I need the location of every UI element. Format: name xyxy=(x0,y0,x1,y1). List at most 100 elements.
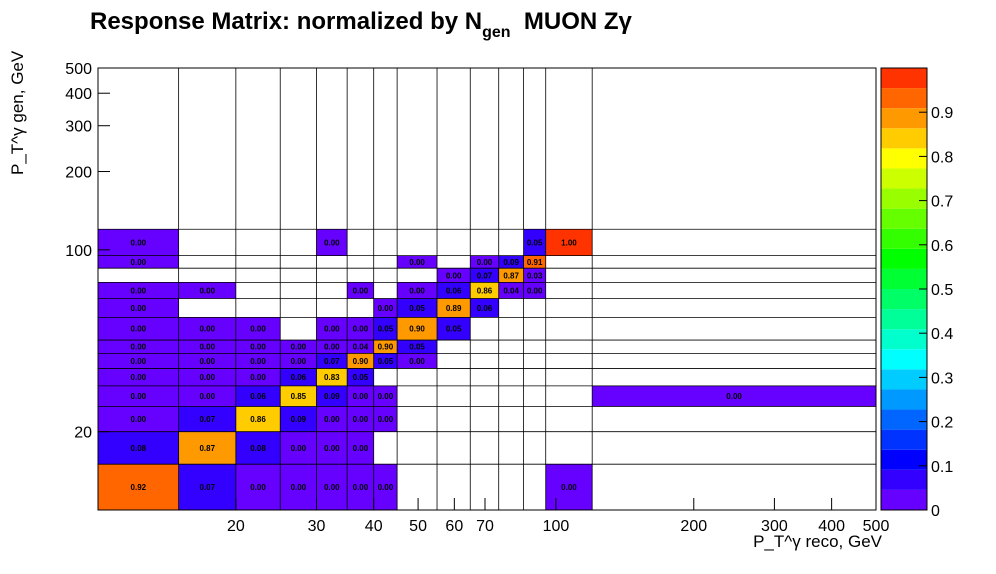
heatmap-cell xyxy=(373,298,398,318)
cell-label: 0.05 xyxy=(378,357,394,366)
heatmap-cell xyxy=(347,368,374,386)
heatmap-cell xyxy=(397,317,438,341)
cell-label: 0.00 xyxy=(131,238,147,247)
cell-label: 0.00 xyxy=(324,415,340,424)
heatmap-cell xyxy=(523,255,546,269)
heatmap-cell xyxy=(498,268,524,283)
colorbar-swatch xyxy=(881,68,927,89)
cell-label: 0.00 xyxy=(199,392,215,401)
cell-label: 0.00 xyxy=(378,483,394,492)
cell-label: 0.00 xyxy=(324,483,340,492)
chart-title: Response Matrix: normalized by Ngen MUON… xyxy=(90,8,632,41)
heatmap-cell xyxy=(280,353,317,369)
heatmap-cell xyxy=(178,340,236,354)
cell-label: 0.05 xyxy=(409,343,425,352)
cell-label: 0.00 xyxy=(378,304,394,313)
cell-label: 0.00 xyxy=(291,357,307,366)
x-tick-label: 70 xyxy=(476,518,494,535)
cell-label: 0.09 xyxy=(324,392,340,401)
heatmap-cell xyxy=(373,340,398,354)
cell-label: 0.92 xyxy=(131,483,147,492)
cell-label: 0.00 xyxy=(291,483,307,492)
cell-label: 0.05 xyxy=(527,238,543,247)
heatmap-cell xyxy=(235,353,281,369)
cell-label: 0.00 xyxy=(291,343,307,352)
colorbar-swatch xyxy=(881,208,927,229)
heatmap-cell xyxy=(373,317,398,341)
heatmap-cell xyxy=(397,298,438,318)
heatmap-cell xyxy=(347,353,374,369)
cell-label: 0.07 xyxy=(324,357,340,366)
cell-label: 0.90 xyxy=(353,357,369,366)
heatmap-cell xyxy=(280,464,317,510)
heatmap-cell xyxy=(98,255,179,269)
cell-label: 0.07 xyxy=(199,415,215,424)
heatmap-cell xyxy=(347,464,374,510)
colorbar-tick-label: 0.9 xyxy=(931,105,953,122)
cell-label: 0.00 xyxy=(446,271,462,280)
heatmap-cell xyxy=(178,406,236,432)
cell-label: 0.00 xyxy=(199,286,215,295)
title-tail: MUON Zγ xyxy=(523,8,632,35)
cell-label: 0.00 xyxy=(477,258,493,267)
cell-label: 0.05 xyxy=(446,325,462,334)
cell-label: 0.87 xyxy=(199,444,215,453)
x-tick-label: 200 xyxy=(680,518,707,535)
heatmap-cell xyxy=(280,406,317,432)
x-tick-label: 40 xyxy=(365,518,383,535)
cell-label: 0.05 xyxy=(353,373,369,382)
heatmap-cell xyxy=(316,340,348,354)
colorbar-tick-label: 0.7 xyxy=(931,194,953,211)
cell-label: 0.89 xyxy=(446,304,462,313)
cell-label: 0.04 xyxy=(503,286,519,295)
colorbar-swatch xyxy=(881,148,927,169)
heatmap-cell xyxy=(397,255,438,269)
heatmap-cell xyxy=(316,464,348,510)
x-tick-label: 400 xyxy=(818,518,845,535)
cell-label: 0.06 xyxy=(477,304,493,313)
heatmap-cell xyxy=(347,282,374,299)
cell-label: 0.00 xyxy=(353,325,369,334)
cell-label: 0.91 xyxy=(527,258,543,267)
cell-label: 0.00 xyxy=(131,258,147,267)
colorbar-swatch xyxy=(881,248,927,269)
cell-label: 0.00 xyxy=(199,343,215,352)
colorbar-swatch xyxy=(881,188,927,209)
heatmap-cell xyxy=(437,298,471,318)
heatmap-cell xyxy=(437,317,471,341)
cell-label: 0.00 xyxy=(353,286,369,295)
heatmap-cell xyxy=(347,385,374,407)
x-tick-label: 100 xyxy=(543,518,570,535)
y-tick-label: 300 xyxy=(65,119,92,136)
colorbar-swatch xyxy=(881,349,927,370)
cell-label: 0.00 xyxy=(131,357,147,366)
cell-label: 0.00 xyxy=(353,415,369,424)
y-tick-label: 200 xyxy=(65,165,92,182)
y-tick-label: 400 xyxy=(65,86,92,103)
heatmap-cell xyxy=(316,353,348,369)
heatmap-cell xyxy=(178,353,236,369)
y-tick-label: 20 xyxy=(74,425,92,442)
cell-label: 1.00 xyxy=(561,238,577,247)
cell-label: 0.06 xyxy=(250,392,266,401)
heatmap-cell xyxy=(280,368,317,386)
colorbar-swatch xyxy=(881,309,927,330)
colorbar-swatch xyxy=(881,489,927,510)
heatmap-cell xyxy=(316,406,348,432)
colorbar-swatch xyxy=(881,128,927,149)
x-tick-label: 60 xyxy=(445,518,463,535)
cell-label: 0.00 xyxy=(131,325,147,334)
colorbar-swatch xyxy=(881,469,927,490)
heatmap-cell xyxy=(373,406,398,432)
cell-label: 0.04 xyxy=(353,343,369,352)
x-tick-label: 30 xyxy=(308,518,326,535)
heatmap-cell xyxy=(397,353,438,369)
colorbar-swatch xyxy=(881,228,927,249)
colorbar-swatch xyxy=(881,108,927,129)
heatmap-cell xyxy=(178,385,236,407)
x-tick-label: 300 xyxy=(761,518,788,535)
cell-label: 0.00 xyxy=(131,392,147,401)
cell-label: 0.05 xyxy=(378,325,394,334)
heatmap-cell xyxy=(98,353,179,369)
